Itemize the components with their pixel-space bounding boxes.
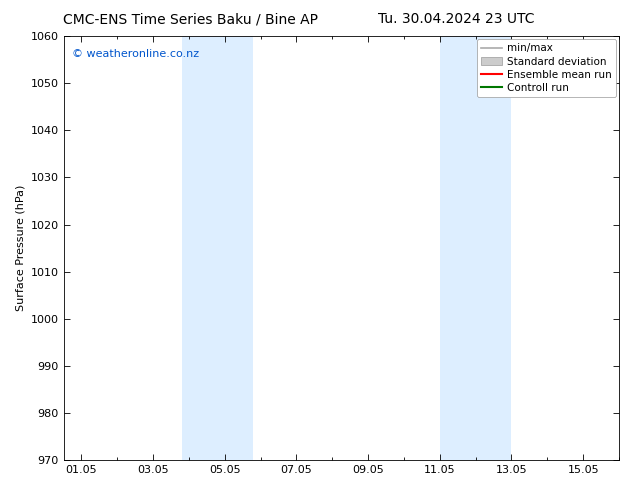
Bar (182, 36, 254, 460)
Legend: min/max, Standard deviation, Ensemble mean run, Controll run: min/max, Standard deviation, Ensemble me… (477, 39, 616, 97)
Text: © weatheronline.co.nz: © weatheronline.co.nz (72, 49, 199, 59)
Text: Tu. 30.04.2024 23 UTC: Tu. 30.04.2024 23 UTC (378, 12, 534, 26)
Y-axis label: Surface Pressure (hPa): Surface Pressure (hPa) (15, 185, 25, 311)
Bar (440, 36, 512, 460)
Text: CMC-ENS Time Series Baku / Bine AP: CMC-ENS Time Series Baku / Bine AP (63, 12, 318, 26)
